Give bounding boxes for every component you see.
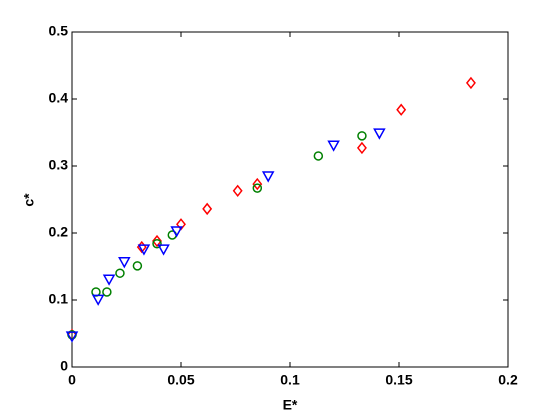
point bbox=[157, 244, 170, 256]
point bbox=[465, 76, 476, 90]
point bbox=[132, 261, 143, 271]
point bbox=[65, 331, 79, 343]
x-tick-label: 0.15 bbox=[385, 372, 412, 388]
point bbox=[115, 268, 125, 278]
point bbox=[152, 234, 162, 248]
point bbox=[373, 128, 386, 140]
x-axis-label: E* bbox=[283, 397, 298, 413]
y-tick-label: 0.2 bbox=[49, 224, 69, 240]
y-tick-label: 0.3 bbox=[49, 157, 69, 173]
point bbox=[252, 183, 263, 193]
point bbox=[356, 141, 367, 155]
point bbox=[202, 202, 213, 216]
plot-frame bbox=[71, 31, 509, 368]
point bbox=[102, 274, 116, 286]
x-tick-label: 0.05 bbox=[167, 372, 194, 388]
point bbox=[170, 226, 183, 238]
point bbox=[91, 294, 105, 306]
y-axis-label: c* bbox=[21, 193, 37, 207]
y-tick-label: 0.5 bbox=[49, 23, 69, 39]
point bbox=[252, 177, 263, 191]
y-tick-label: 0 bbox=[60, 358, 68, 374]
x-tick-label: 0.2 bbox=[498, 372, 518, 388]
point bbox=[137, 244, 151, 256]
point bbox=[396, 103, 407, 116]
y-tick-label: 0.1 bbox=[49, 291, 69, 307]
point bbox=[261, 171, 275, 183]
x-tick-label: 0.1 bbox=[280, 372, 300, 388]
point bbox=[118, 257, 131, 269]
point bbox=[313, 151, 324, 161]
point bbox=[357, 131, 367, 141]
point bbox=[327, 140, 340, 152]
point bbox=[152, 238, 162, 249]
point bbox=[102, 287, 112, 297]
y-tick-label: 0.4 bbox=[49, 90, 69, 106]
point bbox=[232, 184, 243, 197]
x-tick-label: 0 bbox=[68, 372, 76, 388]
